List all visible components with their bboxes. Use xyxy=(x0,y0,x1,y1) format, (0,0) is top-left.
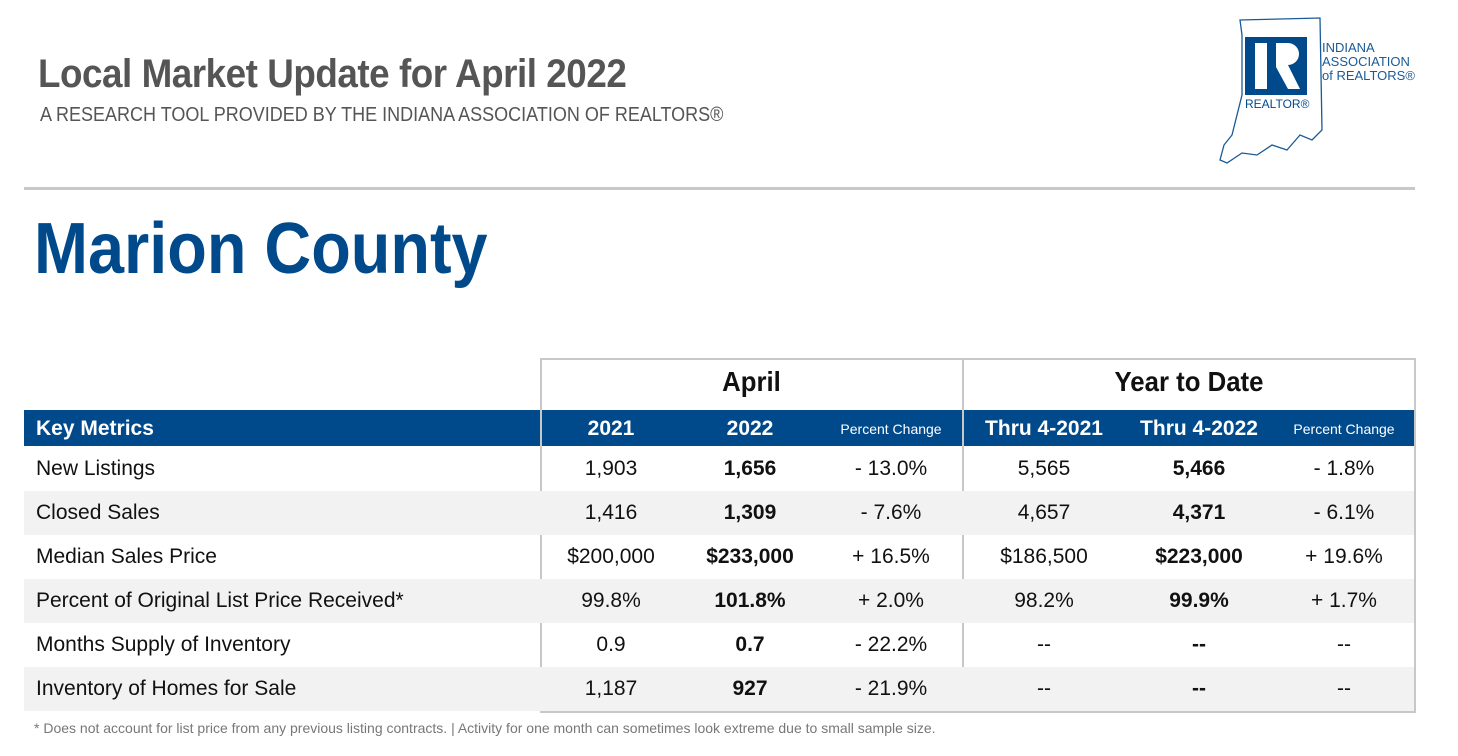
metric-label: Median Sales Price xyxy=(36,545,217,568)
metric-value: 5,565 xyxy=(1017,457,1071,480)
metric-label: Inventory of Homes for Sale xyxy=(36,677,297,700)
metric-value: $200,000 xyxy=(567,545,655,568)
column-header: Percent Change xyxy=(1293,421,1395,437)
metric-value: 101.8% xyxy=(714,589,786,612)
metric-value: - 1.8% xyxy=(1313,457,1375,480)
footnote: * Does not account for list price from a… xyxy=(34,720,936,736)
metric-value: 1,656 xyxy=(723,457,777,480)
metric-value: -- xyxy=(1037,677,1051,700)
table-row: Months Supply of Inventory 0.9 0.7 - 22.2% -… xyxy=(24,623,1414,667)
divider xyxy=(24,187,1415,190)
column-header-key-metrics: Key Metrics xyxy=(36,417,154,440)
indiana-map-icon: REALTOR® xyxy=(1219,17,1323,164)
metric-value: -- xyxy=(1337,677,1351,700)
header-divider xyxy=(962,410,964,446)
metric-value: + 19.6% xyxy=(1305,545,1383,568)
metric-value: + 16.5% xyxy=(852,545,930,568)
realtor-mark: REALTOR® xyxy=(1245,97,1310,111)
metric-value: 1,903 xyxy=(584,457,638,480)
table-row: Closed Sales 1,416 1,309 - 7.6% 4,657 4,371 - … xyxy=(24,491,1414,535)
metric-label: Months Supply of Inventory xyxy=(36,633,291,656)
table-border xyxy=(540,358,1416,713)
metric-value: 5,466 xyxy=(1172,457,1226,480)
group-april: April xyxy=(722,366,781,397)
table-row: New Listings 1,903 1,656 - 13.0% 5,565 5,466 -… xyxy=(24,447,1414,491)
report-title: Local Market Update for April 2022 xyxy=(38,52,627,96)
metric-value: -- xyxy=(1337,633,1351,656)
header-divider xyxy=(540,410,542,446)
metric-value: 99.8% xyxy=(581,589,641,612)
table-header xyxy=(24,410,1414,446)
metric-value: -- xyxy=(1037,633,1051,656)
metric-value: $223,000 xyxy=(1155,545,1243,568)
metric-value: - 6.1% xyxy=(1313,501,1375,524)
metric-value: -- xyxy=(1192,633,1206,656)
metric-value: 0.7 xyxy=(735,633,765,656)
column-header: Percent Change xyxy=(840,421,942,437)
metric-value: -- xyxy=(1192,677,1206,700)
table-row: Percent of Original List Price Received*… xyxy=(24,579,1414,623)
report-subtitle: A RESEARCH TOOL PROVIDED BY THE INDIANA … xyxy=(40,104,724,126)
metric-value: 1,187 xyxy=(584,677,638,700)
metric-value: - 22.2% xyxy=(854,633,928,656)
column-header: Thru 4-2022 xyxy=(1140,417,1258,440)
metric-value: + 1.7% xyxy=(1311,589,1377,612)
metric-value: 4,657 xyxy=(1017,501,1071,524)
metric-value: 98.2% xyxy=(1014,589,1074,612)
logo-line-3: of REALTORS® xyxy=(1322,68,1415,83)
metric-value: 927 xyxy=(732,677,768,700)
logo-line-2: ASSOCIATION xyxy=(1322,54,1410,69)
metric-value: 1,309 xyxy=(723,501,777,524)
metric-label: New Listings xyxy=(36,457,156,480)
table-row: Median Sales Price $200,000 $233,000 + 16.5… xyxy=(24,535,1414,579)
indiana-realtors-logo: REALTOR® INDIANA ASSOCIATION of REALTORS… xyxy=(1212,15,1432,167)
metric-value: + 2.0% xyxy=(858,589,924,612)
metric-value: $233,000 xyxy=(706,545,794,568)
group-ytd: Year to Date xyxy=(1114,366,1264,397)
metric-label: Closed Sales xyxy=(36,501,160,524)
metric-value: 99.9% xyxy=(1169,589,1229,612)
metric-value: 4,371 xyxy=(1172,501,1226,524)
metric-value: 0.9 xyxy=(596,633,626,656)
logo-line-1: INDIANA xyxy=(1322,40,1375,55)
county-title: Marion County xyxy=(34,209,488,289)
column-header: 2021 xyxy=(587,417,635,440)
column-header: Thru 4-2021 xyxy=(985,417,1103,440)
column-header: 2022 xyxy=(726,417,774,440)
metric-label: Percent of Original List Price Received* xyxy=(36,589,404,612)
table-row: Inventory of Homes for Sale 1,187 927 - 21.… xyxy=(24,667,1414,711)
metric-value: - 7.6% xyxy=(860,501,922,524)
metric-value: 1,416 xyxy=(584,501,638,524)
metric-value: - 21.9% xyxy=(854,677,928,700)
metric-value: - 13.0% xyxy=(854,457,928,480)
metric-value: $186,500 xyxy=(1000,545,1088,568)
